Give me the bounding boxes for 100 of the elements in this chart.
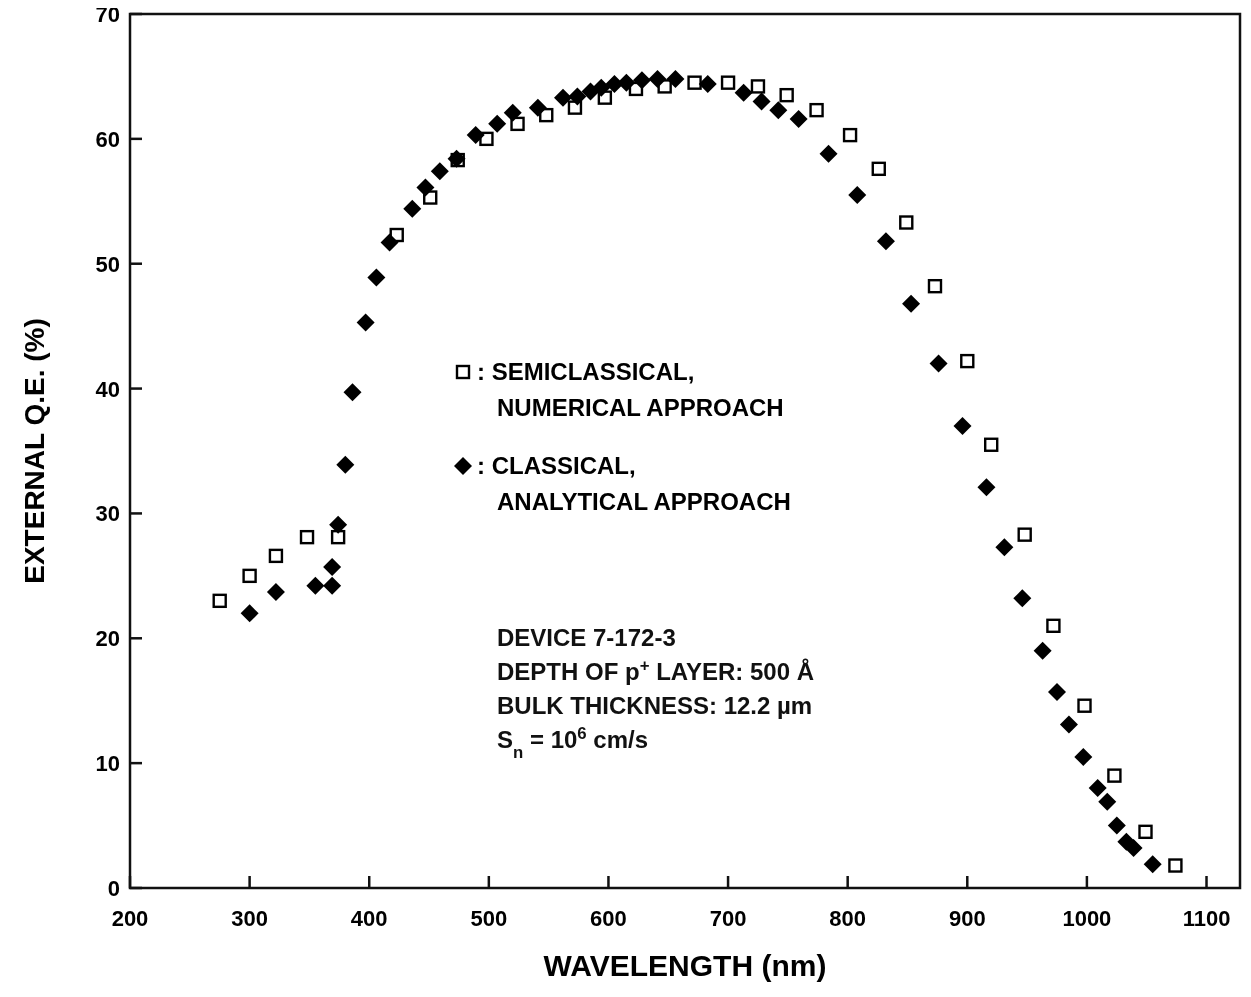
point [306, 576, 325, 595]
x-tick-label: 800 [829, 906, 867, 931]
point [819, 144, 838, 163]
point [1143, 855, 1162, 874]
point [389, 227, 404, 243]
y-tick-label: 20 [95, 626, 120, 652]
point [734, 83, 753, 102]
point [632, 71, 651, 90]
point [330, 529, 346, 545]
point [809, 102, 824, 118]
x-tick-label: 500 [470, 906, 508, 931]
point [466, 126, 485, 145]
point [479, 131, 494, 147]
x-tick-label: 700 [709, 906, 747, 931]
x-tick-label: 900 [948, 906, 986, 931]
legend-label: : SEMICLASSICAL, NUMERICAL APPROACH [477, 358, 784, 421]
point [871, 161, 886, 177]
point [242, 568, 257, 584]
point [1013, 589, 1032, 608]
point [423, 190, 438, 205]
y-tick-label: 60 [95, 126, 120, 152]
point [336, 455, 355, 474]
point [1168, 858, 1183, 873]
y-axis-title: EXTERNAL Q.E. (%) [19, 318, 50, 584]
annotation: DEPTH OF p$^{+}$ LAYER: 500 Å [497, 655, 814, 685]
point [953, 417, 972, 436]
point [960, 353, 975, 369]
legend-label: : CLASSICAL, ANALYTICAL APPROACH [477, 452, 791, 515]
point [323, 576, 342, 595]
point [323, 558, 342, 577]
point [343, 383, 362, 402]
y-tick-label: 0 [107, 876, 120, 901]
x-tick-label: 400 [350, 906, 388, 931]
point [1047, 682, 1066, 701]
point [268, 548, 284, 564]
point [902, 294, 921, 313]
point [666, 69, 685, 88]
point [1088, 779, 1107, 798]
point [648, 69, 667, 88]
x-tick-label: 200 [111, 906, 149, 931]
point [416, 178, 435, 197]
point [779, 87, 794, 103]
point [750, 79, 766, 94]
point [1074, 747, 1093, 766]
point [752, 92, 771, 111]
point [842, 127, 858, 143]
point [329, 515, 348, 534]
point [899, 215, 914, 230]
point [266, 583, 285, 602]
point [212, 593, 227, 609]
point [1033, 641, 1052, 660]
point [1098, 792, 1117, 811]
point [367, 268, 386, 287]
point [592, 78, 611, 97]
point [1107, 816, 1126, 835]
point [430, 162, 449, 181]
point [789, 109, 808, 128]
point [1077, 698, 1092, 713]
y-tick-label: 40 [95, 376, 120, 402]
point [1138, 824, 1153, 840]
point [510, 116, 525, 132]
point [597, 90, 613, 105]
point [628, 81, 644, 97]
point [927, 278, 943, 294]
point [876, 232, 895, 251]
point [848, 186, 867, 205]
point [977, 478, 996, 497]
point [568, 87, 587, 106]
point [995, 538, 1014, 557]
point [769, 101, 788, 120]
x-tick-label: 600 [590, 906, 627, 931]
point [929, 354, 948, 373]
point [687, 75, 702, 90]
point [720, 75, 736, 90]
point [488, 114, 507, 133]
point [554, 88, 572, 107]
point [528, 98, 547, 117]
point [503, 103, 522, 122]
x-axis-title: WAVELENGTH (nm) [543, 949, 827, 982]
point [356, 313, 375, 332]
point [299, 529, 315, 545]
y-tick-label: 10 [95, 751, 120, 777]
point [539, 107, 554, 123]
point [617, 73, 636, 92]
point [698, 74, 717, 93]
point [567, 100, 583, 115]
x-tick-label: 1000 [1062, 906, 1112, 931]
annotation: S$_{n}$ = 10$^{6}$ cm/s [497, 723, 649, 762]
point [240, 604, 259, 623]
point [1107, 768, 1122, 783]
point [1124, 839, 1143, 858]
point [1017, 527, 1032, 542]
point [1059, 715, 1078, 734]
point [380, 233, 399, 252]
x-tick-label: 300 [231, 906, 268, 931]
x-tick-label: 1100 [1182, 906, 1231, 931]
point [984, 437, 999, 452]
annotation: DEVICE 7-172-3 [497, 624, 676, 651]
point [403, 199, 422, 218]
point [1046, 618, 1061, 633]
